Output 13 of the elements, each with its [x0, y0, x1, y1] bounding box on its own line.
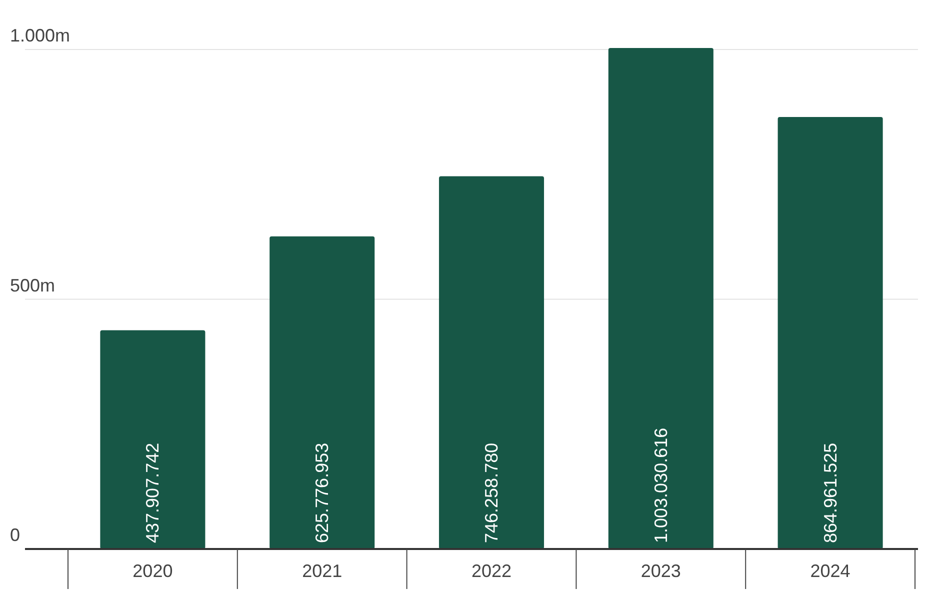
data-label: 625.776.953 [312, 442, 332, 543]
data-label: 864.961.525 [820, 442, 840, 543]
y-tick-label: 1.000m [10, 26, 70, 46]
y-tick-label: 500m [10, 275, 56, 296]
data-label: 1.003.030.616 [650, 428, 671, 543]
x-tick-label: 2022 [471, 561, 512, 581]
x-tick-label: 2023 [640, 561, 681, 581]
x-tick-label: 2020 [132, 561, 173, 581]
data-label: 746.258.780 [482, 442, 502, 543]
x-tick-label: 2021 [302, 561, 342, 581]
x-tick-label: 2024 [810, 561, 850, 581]
y-tick-label: 0 [10, 525, 20, 545]
data-label: 437.907.742 [142, 442, 163, 543]
